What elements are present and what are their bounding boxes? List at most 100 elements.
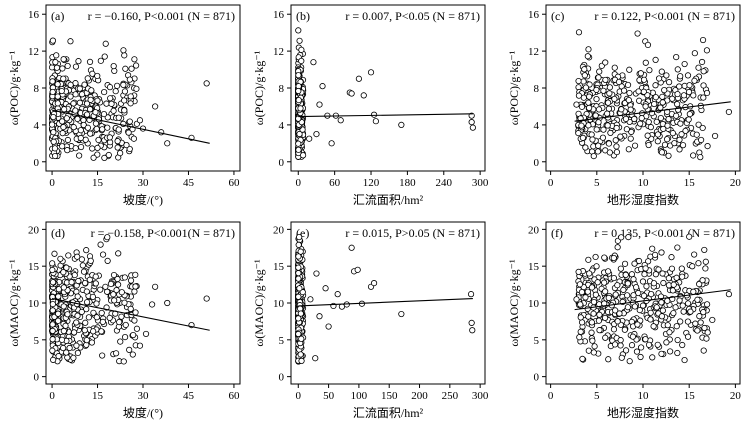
data-point (661, 141, 669, 148)
data-point (64, 62, 71, 70)
data-point (605, 294, 612, 301)
data-point (642, 336, 649, 343)
data-point (106, 134, 113, 141)
data-point (681, 356, 688, 364)
data-point (689, 263, 696, 270)
data-point (74, 293, 81, 300)
data-point (88, 87, 95, 94)
data-point (642, 103, 649, 110)
data-point (58, 336, 66, 343)
data-point (49, 327, 56, 334)
data-point (142, 330, 150, 338)
y-tick-label: 16 (28, 9, 40, 21)
data-point (590, 349, 597, 356)
y-tick-label: 12 (28, 46, 39, 58)
data-point (577, 115, 584, 122)
data-point (582, 294, 589, 301)
x-tick-label: 300 (472, 177, 489, 189)
data-point (588, 131, 595, 138)
data-point (298, 335, 305, 342)
data-point (620, 286, 627, 293)
x-tick-label: 60 (228, 177, 240, 189)
data-point (92, 120, 100, 127)
data-point (621, 260, 629, 267)
data-point (584, 305, 591, 312)
data-point (74, 312, 81, 319)
data-point (49, 37, 57, 44)
data-point (631, 142, 639, 149)
data-point (50, 129, 57, 136)
y-tick-label: 8 (279, 83, 285, 95)
data-point (605, 140, 613, 147)
x-tick-label: 250 (442, 390, 459, 402)
panel-c: 0 5 10 15 20 0 4 8 12 16 地形湿度指数 ω(POC)/g·kg⁻¹ (c) r =… (507, 4, 741, 207)
data-point (117, 338, 124, 345)
data-point (584, 53, 591, 60)
data-point (613, 124, 620, 132)
data-point (695, 121, 702, 128)
data-point (602, 288, 609, 295)
data-point (295, 97, 302, 104)
data-point (697, 136, 705, 144)
data-point (602, 76, 609, 84)
data-point (468, 119, 475, 126)
data-point (131, 317, 138, 324)
data-point (99, 126, 106, 133)
data-point (576, 334, 583, 341)
data-point (610, 274, 618, 282)
data-point (136, 117, 144, 124)
data-point (297, 351, 304, 358)
data-point (637, 344, 645, 351)
data-point (680, 92, 688, 99)
data-point (625, 146, 632, 153)
data-point (126, 145, 133, 153)
data-point (585, 46, 592, 53)
y-tick-label: 0 (34, 157, 40, 169)
points-layer (48, 234, 210, 365)
data-point (116, 318, 123, 326)
data-point (81, 327, 88, 334)
data-point (612, 291, 619, 298)
data-point (102, 283, 109, 290)
data-point (117, 150, 124, 157)
data-point (703, 335, 710, 342)
data-point (128, 65, 135, 72)
data-point (78, 91, 86, 98)
data-point (132, 309, 139, 316)
data-point (55, 353, 62, 360)
data-point (590, 153, 597, 160)
data-point (668, 254, 675, 261)
data-point (79, 262, 86, 269)
data-point (691, 50, 698, 57)
data-point (640, 292, 648, 299)
x-tick-label: 0 (49, 177, 55, 189)
y-tick-label: 20 (528, 224, 540, 236)
panel-a: 0 15 30 45 60 0 4 8 12 16 坡度/(°) ω(POC)/g·kg⁻¹ (a) r … (7, 4, 241, 207)
data-point (606, 149, 613, 156)
data-point (129, 351, 136, 358)
data-point (653, 118, 660, 125)
data-point (625, 97, 632, 104)
data-point (84, 75, 91, 82)
data-point (298, 46, 305, 53)
data-point (72, 63, 80, 70)
data-point (49, 307, 56, 314)
data-point (698, 58, 706, 66)
correlation-stats: r = 0.007, P<0.05 (N = 871) (345, 9, 480, 23)
data-point (658, 313, 666, 320)
regression-line (298, 113, 473, 118)
data-point (654, 138, 661, 145)
data-point (620, 87, 628, 94)
data-point (121, 274, 128, 281)
data-point (580, 78, 587, 85)
data-point (120, 358, 127, 365)
data-point (575, 29, 583, 36)
data-point (617, 337, 624, 344)
data-point (59, 118, 66, 125)
regression-line (574, 289, 731, 311)
data-point (99, 251, 107, 258)
data-point (83, 100, 91, 107)
data-point (348, 90, 355, 97)
data-point (110, 62, 117, 70)
